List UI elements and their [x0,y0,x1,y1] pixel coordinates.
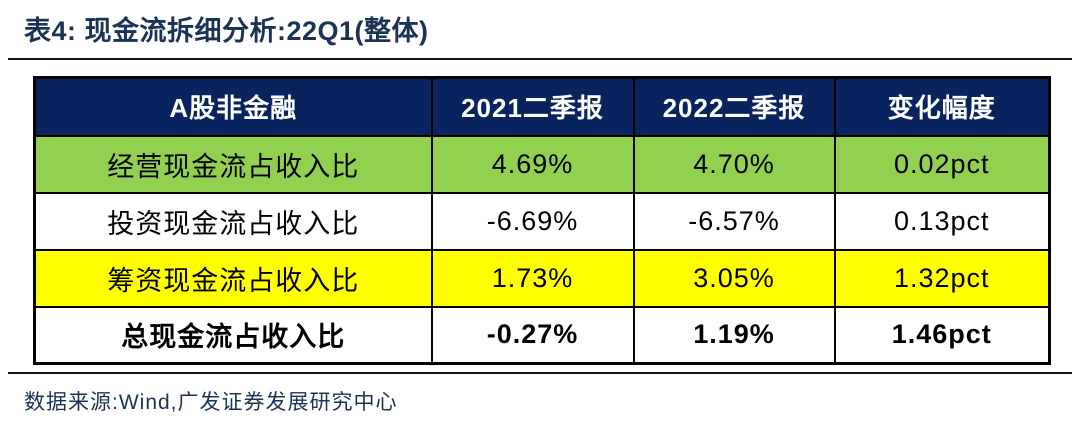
title-divider [8,58,1072,60]
header-row: A股非金融 2021二季报 2022二季报 变化幅度 [33,76,1051,137]
row-label: 筹资现金流占收入比 [33,248,433,308]
value-2022: 3.05% [632,248,836,308]
row-investing-cash-flow: 投资现金流占收入比 -6.69% -6.57% 0.13pct [33,191,1051,251]
footer-divider [8,372,1072,374]
cash-flow-table: A股非金融 2021二季报 2022二季报 变化幅度 经营现金流占收入比 4.6… [33,76,1051,365]
column-header-entity: A股非金融 [33,76,433,137]
row-financing-cash-flow: 筹资现金流占收入比 1.73% 3.05% 1.32pct [33,248,1051,308]
column-header-2021q2: 2021二季报 [430,76,635,137]
column-header-change: 变化幅度 [833,76,1051,137]
value-change: 0.02pct [833,134,1051,194]
data-source: 数据来源:Wind,广发证券发展研究中心 [24,391,398,414]
value-change: 0.13pct [833,191,1051,251]
row-label: 总现金流占收入比 [33,305,433,365]
value-2021: 1.73% [430,248,635,308]
row-label: 经营现金流占收入比 [33,134,433,194]
row-total-cash-flow: 总现金流占收入比 -0.27% 1.19% 1.46pct [33,305,1051,365]
value-2022: 4.70% [632,134,836,194]
value-2022: -6.57% [632,191,836,251]
report-page: 表4: 现金流拆细分析:22Q1(整体) A股非金融 2021二季报 2022二… [8,16,1072,414]
value-change: 1.32pct [833,248,1051,308]
value-2021: 4.69% [430,134,635,194]
value-2022: 1.19% [632,305,836,365]
value-change: 1.46pct [833,305,1051,365]
value-2021: -6.69% [430,191,635,251]
table-title: 表4: 现金流拆细分析:22Q1(整体) [24,16,429,46]
row-label: 投资现金流占收入比 [33,191,433,251]
row-operating-cash-flow: 经营现金流占收入比 4.69% 4.70% 0.02pct [33,134,1051,194]
column-header-2022q2: 2022二季报 [632,76,836,137]
value-2021: -0.27% [430,305,635,365]
